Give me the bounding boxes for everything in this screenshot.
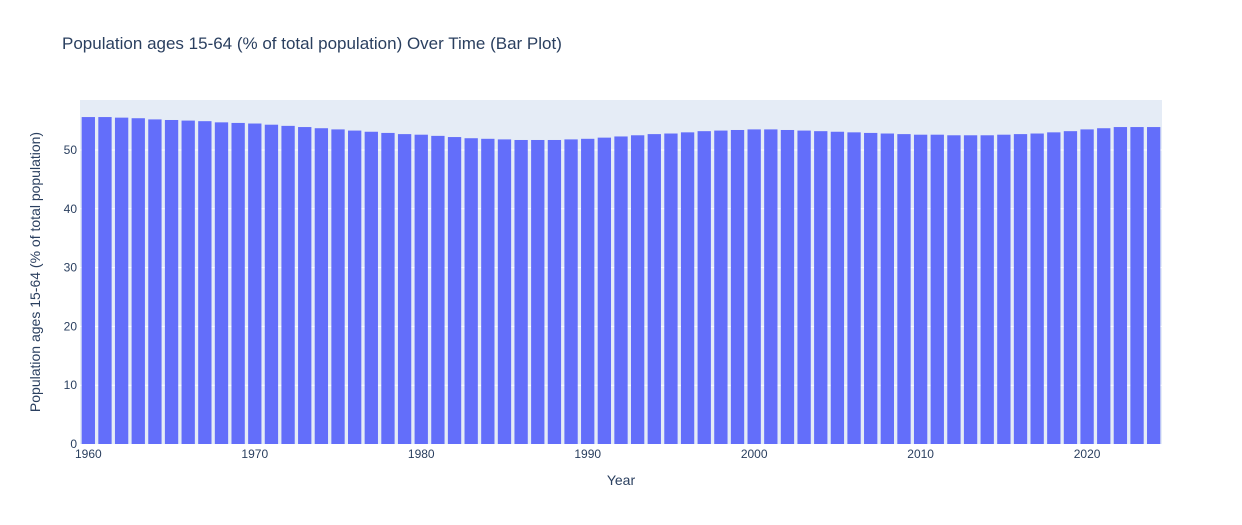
x-tick-label: 2010 [907,447,934,461]
bar[interactable] [531,139,545,444]
bar[interactable] [797,130,811,445]
bar[interactable] [547,139,562,444]
bar[interactable] [348,130,362,445]
bar[interactable] [847,132,861,445]
x-axis-ticks: 1960 1970 1980 1990 2000 2010 2020 [75,447,1101,461]
bar[interactable] [830,131,845,444]
bar[interactable] [930,134,944,444]
bar[interactable] [114,117,129,445]
bar[interactable] [680,132,695,445]
bar[interactable] [198,121,212,445]
bar[interactable] [248,123,262,445]
bar[interactable] [231,122,245,444]
bars [81,117,1161,445]
bar[interactable] [880,133,894,444]
bar[interactable] [397,134,412,444]
bar[interactable] [164,119,179,444]
bar[interactable] [814,131,828,444]
bar[interactable] [497,139,512,444]
bar[interactable] [131,118,145,444]
x-tick-label: 1990 [574,447,601,461]
bar[interactable] [647,134,661,444]
y-tick-label: 30 [64,261,78,275]
bar[interactable] [997,134,1011,444]
bar[interactable] [730,129,745,444]
x-tick-label: 2000 [741,447,768,461]
bar[interactable] [1113,127,1128,445]
x-axis-title: Year [607,472,636,488]
bar[interactable] [581,138,595,445]
bar[interactable] [81,117,95,445]
bar[interactable] [564,139,578,444]
bar[interactable] [780,129,795,444]
y-tick-label: 50 [64,143,78,157]
bar[interactable] [214,122,229,444]
bar[interactable] [431,135,445,444]
bar[interactable] [947,135,961,445]
bar[interactable] [697,131,711,444]
bar[interactable] [980,135,994,445]
bar[interactable] [1063,131,1078,444]
bar[interactable] [264,124,279,444]
bar[interactable] [1097,128,1111,444]
bar[interactable] [1130,127,1144,445]
bar[interactable] [1080,129,1094,444]
chart-title: Population ages 15-64 (% of total popula… [62,34,562,53]
bar[interactable] [148,119,162,445]
bar[interactable] [281,125,295,444]
bar[interactable] [664,133,678,444]
bar[interactable] [298,127,312,445]
y-axis-title: Population ages 15-64 (% of total popula… [27,132,43,412]
bar[interactable] [597,137,612,444]
bar[interactable] [897,134,911,444]
bar[interactable] [331,129,345,444]
bar[interactable] [614,136,628,444]
bar[interactable] [447,137,462,445]
bar[interactable] [1030,133,1044,444]
x-tick-label: 1960 [75,447,102,461]
x-tick-label: 1980 [408,447,435,461]
y-tick-label: 20 [64,319,78,333]
bar[interactable] [314,128,329,444]
bar[interactable] [764,129,778,444]
bar[interactable] [98,117,112,445]
y-tick-label: 40 [64,202,78,216]
bar[interactable] [481,138,495,445]
bar[interactable] [181,120,195,444]
bar[interactable] [364,131,378,444]
bar[interactable] [963,135,978,445]
bar[interactable] [414,134,428,444]
bar[interactable] [1013,134,1028,444]
bar[interactable] [514,139,528,444]
bar[interactable] [864,132,878,444]
bar[interactable] [913,134,928,444]
x-tick-label: 1970 [241,447,268,461]
y-tick-label: 10 [64,378,78,392]
bar[interactable] [1147,127,1161,445]
bar[interactable] [464,138,478,444]
bar[interactable] [1047,132,1061,445]
x-tick-label: 2020 [1074,447,1101,461]
bar[interactable] [381,132,395,444]
bar[interactable] [630,135,645,445]
y-axis-ticks: 0 10 20 30 40 50 [64,143,78,451]
y-tick-label: 0 [70,437,77,451]
bar[interactable] [714,130,728,445]
bar[interactable] [747,129,761,444]
